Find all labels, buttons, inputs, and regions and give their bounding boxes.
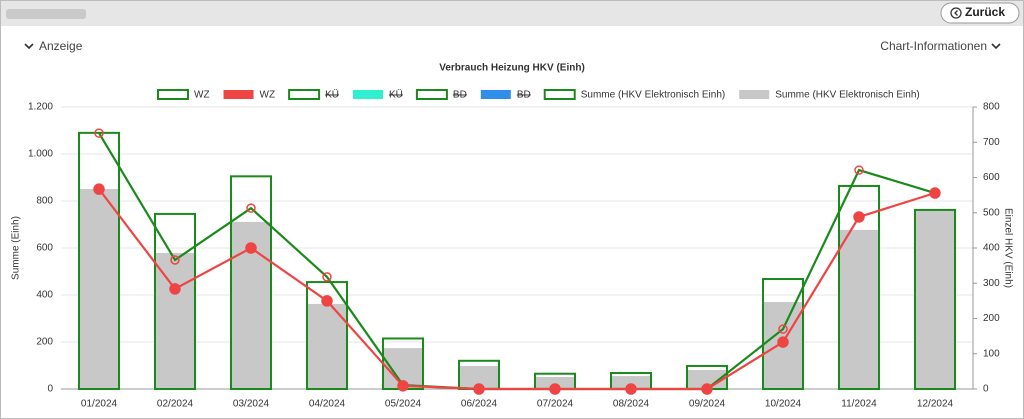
y2-tick-label: 700 (983, 137, 1000, 148)
x-tick-label: 08/2024 (613, 399, 650, 410)
marker (854, 165, 864, 175)
marker (93, 183, 105, 195)
legend-swatch (543, 89, 576, 100)
y2-tick-label: 200 (983, 313, 1000, 324)
x-tick-label: 07/2024 (537, 399, 574, 410)
x-tick-label: 05/2024 (385, 399, 422, 410)
bar (156, 252, 194, 389)
legend-label[interactable]: WZ (194, 90, 210, 101)
y2-axis-title: Einzel HKV (Einh) (1002, 208, 1013, 288)
legend-label[interactable]: KÜ (325, 89, 339, 101)
marker (94, 128, 104, 138)
y2-tick-label: 0 (983, 384, 989, 395)
marker (778, 324, 788, 334)
legend-label[interactable]: KÜ (389, 89, 403, 101)
chevron (991, 43, 1001, 50)
legend-swatch (353, 90, 383, 99)
y2-tick-label: 300 (983, 278, 1000, 289)
back-icon (954, 10, 958, 16)
legend-label[interactable]: WZ (260, 90, 276, 101)
marker (701, 383, 713, 395)
y2-tick-label: 100 (983, 348, 1000, 359)
line (98, 188, 936, 391)
y-tick-label: 200 (36, 337, 53, 348)
marker (853, 211, 865, 223)
toggle-display[interactable]: Anzeige (39, 39, 83, 53)
back-button[interactable] (940, 2, 1020, 24)
bar (460, 365, 498, 389)
x-tick-label: 10/2024 (765, 399, 802, 410)
y-tick-label: 800 (36, 196, 53, 207)
bar (536, 377, 574, 389)
y2-tick-label: 500 (983, 207, 1000, 218)
x-tick-label: 04/2024 (309, 399, 346, 410)
back-icon (950, 7, 962, 19)
y-axis-title: Summe (Einh) (11, 216, 22, 280)
x-tick-label: 03/2024 (233, 399, 270, 410)
legend-label[interactable]: Summe (HKV Elektronisch Einh) (581, 90, 726, 101)
blurred-user (6, 9, 86, 19)
marker (777, 336, 789, 348)
marker (397, 380, 409, 392)
legend-swatch (288, 89, 321, 100)
legend-label[interactable]: Summe (HKV Elektronisch Einh) (775, 90, 920, 101)
bar (762, 278, 804, 390)
legend-swatch (157, 89, 189, 100)
header-bar (1, 1, 1023, 26)
marker (322, 272, 332, 282)
legend-label[interactable]: BD (517, 90, 531, 101)
marker (246, 203, 256, 213)
y-tick-label: 400 (36, 290, 53, 301)
y-tick-label: 600 (36, 243, 53, 254)
bar (916, 209, 954, 389)
y2-tick-label: 400 (983, 243, 1000, 254)
bar (154, 212, 196, 390)
back-label[interactable]: Zurück (965, 5, 1005, 19)
x-tick-label: 11/2024 (841, 399, 877, 410)
y-tick-label: 0 (47, 384, 53, 395)
bar (80, 189, 118, 389)
y-tick-label: 1.000 (28, 149, 53, 160)
x-tick-label: 12/2024 (917, 399, 954, 410)
legend-swatch (739, 90, 770, 99)
legend-label[interactable]: BD (453, 90, 467, 101)
bar (612, 376, 650, 389)
legend-swatch (223, 90, 254, 99)
marker (929, 187, 941, 199)
marker (321, 295, 333, 307)
x-tick-label: 06/2024 (461, 399, 498, 410)
x-tick-label: 09/2024 (689, 399, 726, 410)
x-tick-label: 01/2024 (81, 399, 118, 410)
y2-tick-label: 800 (983, 102, 1000, 113)
y2-tick-label: 600 (983, 172, 1000, 183)
marker (245, 242, 257, 254)
x-tick-label: 02/2024 (157, 399, 194, 410)
marker (549, 383, 561, 395)
marker (169, 283, 181, 295)
bar (308, 303, 346, 389)
bar (914, 208, 956, 390)
chevron (24, 43, 34, 50)
toggle-info[interactable]: Chart-Informationen (880, 39, 987, 53)
marker (625, 383, 637, 395)
marker (170, 255, 180, 265)
legend-swatch (415, 89, 448, 100)
bar (838, 184, 880, 390)
legend-swatch (480, 90, 511, 99)
bar (306, 281, 348, 391)
bar (840, 229, 878, 389)
bar (78, 131, 120, 390)
marker (473, 383, 485, 395)
chart-title: Verbrauch Heizung HKV (Einh) (439, 63, 585, 74)
y-tick-label: 1.200 (28, 102, 53, 113)
bar (230, 175, 272, 390)
